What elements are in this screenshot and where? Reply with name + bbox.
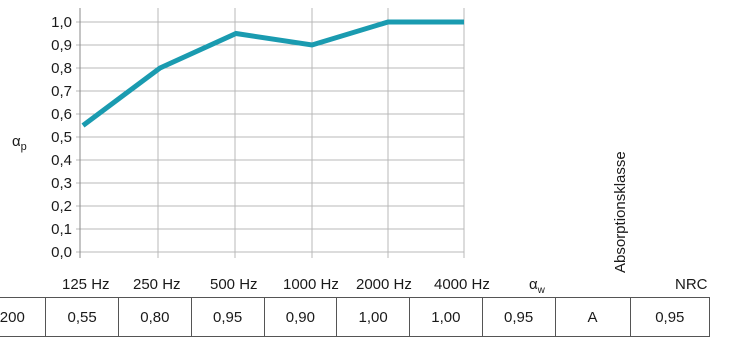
value-cell-125: 0,55 [45, 297, 119, 337]
alpha-w-sub: w [537, 285, 545, 296]
y-axis-label: αp [12, 133, 27, 153]
y-tick-label: 0,7 [51, 83, 72, 100]
value-cell-4000: 1,00 [409, 297, 483, 337]
y-tick-label: 0,8 [51, 60, 72, 77]
table-header-row: 125 Hz 250 Hz 500 Hz 1000 Hz 2000 Hz 4000 Hz … [0, 262, 740, 302]
alpha-w-header: αw [529, 276, 545, 300]
alpha-w-cell: 0,95 [481, 297, 556, 337]
x-tick-label: 125 Hz [62, 276, 110, 293]
nrc-header: NRC [675, 276, 708, 293]
nrc-cell: 0,95 [629, 297, 711, 337]
row-label-cell: / 200 [0, 297, 47, 337]
y-tick-label: 0,9 [51, 37, 72, 54]
absorption-class-header-box: Absorptionsklasse [612, 150, 632, 290]
series-line [81, 19, 464, 128]
x-tick-label: 1000 Hz [283, 276, 339, 293]
value-cell-250: 0,80 [118, 297, 192, 337]
y-tick-label: 1,0 [51, 14, 72, 31]
chart-series [81, 19, 465, 128]
x-tick-label: 4000 Hz [434, 276, 490, 293]
y-axis-label-subscript: p [21, 141, 27, 153]
y-tick-label: 0,0 [51, 244, 72, 260]
alpha-w-header-symbol: αw [529, 276, 545, 296]
y-tick-label: 0,1 [51, 221, 72, 238]
alpha-w-main: α [529, 276, 538, 293]
value-cell-1000: 0,90 [263, 297, 338, 337]
y-axis-label-symbol: α [12, 133, 21, 150]
y-tick-label: 0,5 [51, 129, 72, 146]
y-tick-labels: 0,0 0,1 0,2 0,3 0,4 0,5 0,6 0,7 0,8 0,9 1,0 [51, 14, 72, 260]
absorption-class-header: Absorptionsklasse [612, 151, 629, 273]
absorption-chart: 0,0 0,1 0,2 0,3 0,4 0,5 0,6 0,7 0,8 0,9 1,0 αp [12, 8, 465, 260]
x-tick-label: 250 Hz [133, 276, 181, 293]
y-tick-label: 0,6 [51, 106, 72, 123]
x-tick-label: 2000 Hz [356, 276, 412, 293]
absorption-class-cell: A [554, 297, 631, 337]
table-row: / 200 0,55 0,80 0,95 0,90 1,00 1,00 0,95… [0, 297, 711, 337]
grid-lines [76, 8, 465, 258]
value-cell-2000: 1,00 [336, 297, 410, 337]
value-cell-500: 0,95 [190, 297, 265, 337]
y-tick-label: 0,3 [51, 175, 72, 192]
values-table: / 200 0,55 0,80 0,95 0,90 1,00 1,00 0,95… [0, 297, 711, 337]
y-axis-label-text: αp [12, 133, 27, 153]
y-tick-label: 0,4 [51, 152, 72, 169]
x-tick-label: 500 Hz [210, 276, 258, 293]
y-tick-label: 0,2 [51, 198, 72, 215]
